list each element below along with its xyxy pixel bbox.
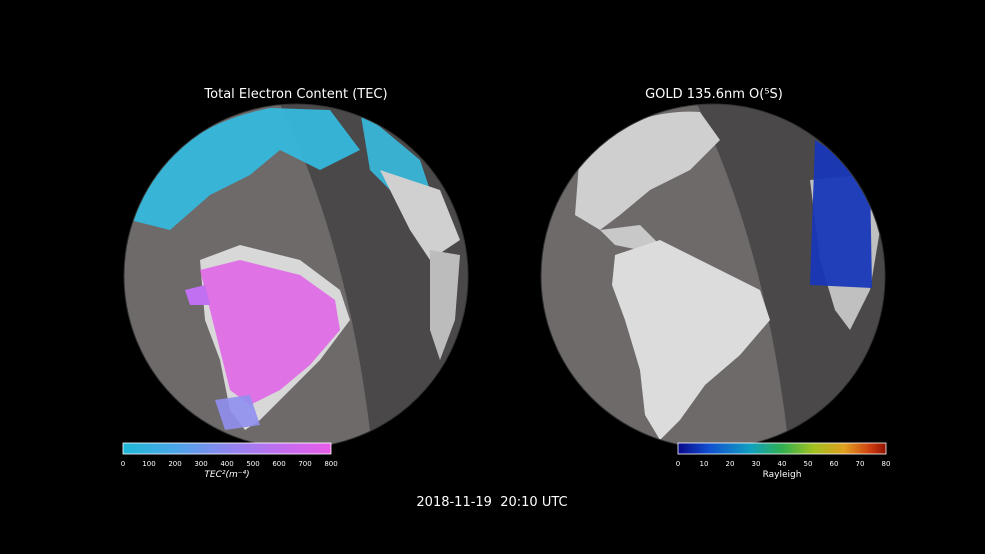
rayleigh-tick: 70: [855, 460, 865, 468]
tec-tick: 700: [298, 460, 312, 468]
gold-globe-surface: [541, 104, 885, 448]
tec-globe-surface: [124, 104, 468, 448]
rayleigh-tick: 20: [725, 460, 735, 468]
right-panel-title: GOLD 135.6nm O(⁵S): [645, 87, 783, 102]
rayleigh-tick: 10: [699, 460, 709, 468]
tec-tick: 600: [272, 460, 286, 468]
tec-tick: 100: [142, 460, 156, 468]
tec-tick: 300: [194, 460, 208, 468]
tec-tick: 200: [168, 460, 182, 468]
rayleigh-colorbar-label: Rayleigh: [762, 470, 802, 480]
tec-tick: 400: [220, 460, 234, 468]
rayleigh-tick: 40: [777, 460, 787, 468]
timestamp: 2018-11-19 20:10 UTC: [416, 495, 568, 510]
rayleigh-tick: 80: [881, 460, 891, 468]
tec-colorbar-label: TEC²(m⁻⁴): [204, 470, 250, 480]
tec-tick: 800: [324, 460, 338, 468]
left-panel-title: Total Electron Content (TEC): [204, 87, 388, 102]
rayleigh-colorbar: [677, 442, 887, 455]
rayleigh-tick: 60: [829, 460, 839, 468]
rayleigh-tick: 0: [675, 460, 681, 468]
tec-tick: 0: [120, 460, 126, 468]
tec-tick: 500: [246, 460, 260, 468]
rayleigh-tick: 30: [751, 460, 761, 468]
tec-colorbar: [122, 442, 332, 455]
rayleigh-tick: 50: [803, 460, 813, 468]
